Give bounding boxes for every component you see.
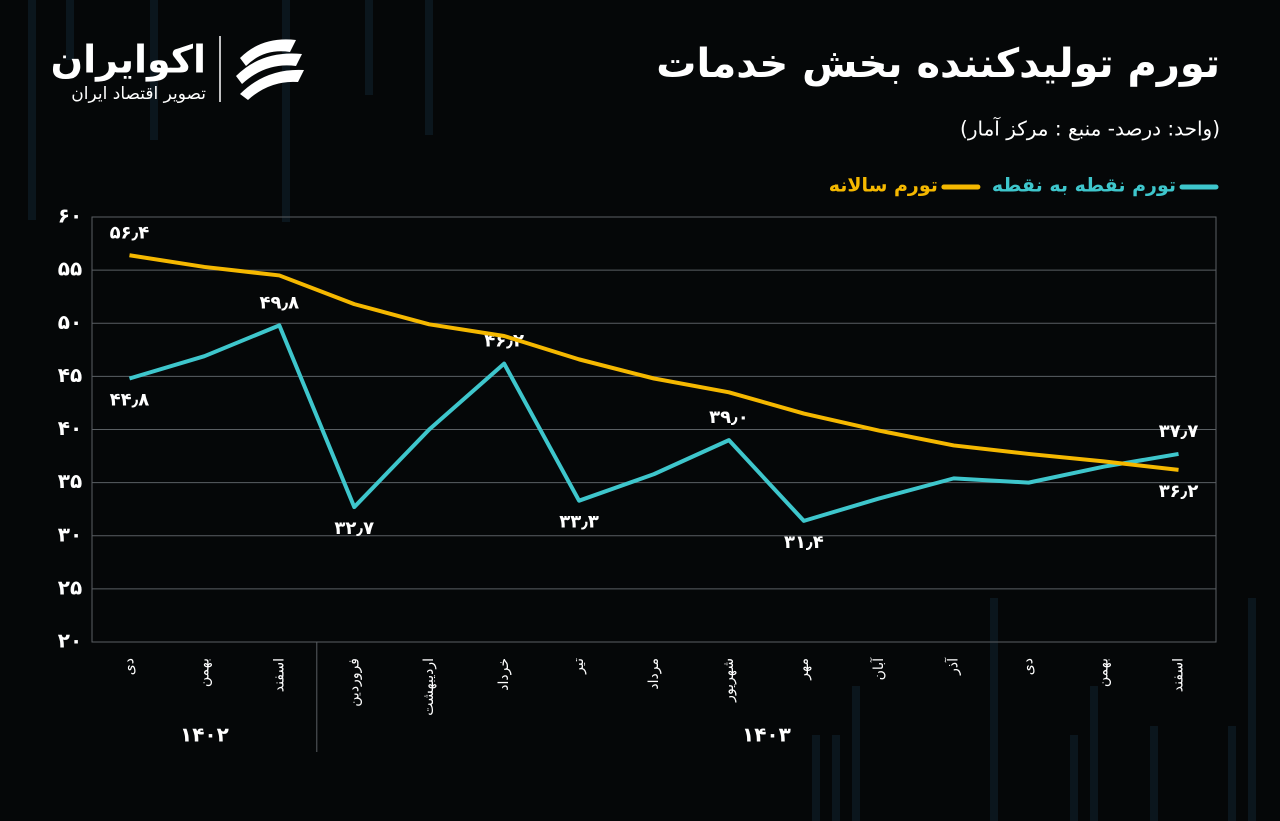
x-tick-label: مرداد <box>646 658 662 690</box>
data-label: ۳۶٫۲ <box>1159 481 1199 502</box>
x-tick-label: آبان <box>870 657 887 680</box>
data-label: ۴۴٫۸ <box>110 390 150 411</box>
x-tick-label: فروردین <box>346 658 362 707</box>
data-label: ۳۳٫۳ <box>559 512 599 533</box>
x-tick-label: تیر <box>571 658 587 675</box>
data-label: ۳۱٫۴ <box>784 532 824 553</box>
chart-title: تورم تولیدکننده بخش خدمات <box>656 41 1220 87</box>
data-label: ۳۹٫۰ <box>709 407 749 428</box>
y-tick-label: ۳۰ <box>58 522 82 546</box>
y-tick-label: ۲۰ <box>58 629 82 653</box>
logo-mark <box>236 39 304 100</box>
data-label: ۳۲٫۷ <box>334 518 374 539</box>
y-tick-label: ۴۰ <box>58 416 82 440</box>
x-tick-label: اسفند <box>271 658 287 692</box>
x-tick-label: خرداد <box>496 658 512 691</box>
x-tick-label: اردیبهشت <box>421 658 437 716</box>
logo: اکوایران تصویر اقتصاد ایران <box>51 36 304 104</box>
data-label: ۵۶٫۴ <box>110 222 150 243</box>
group-label: ۱۴۰۳ <box>742 723 791 747</box>
legend-label: تورم سالانه <box>829 175 938 197</box>
x-tick-label: آذر <box>945 657 962 676</box>
logo-name: اکوایران <box>51 38 206 82</box>
background-decoration <box>28 0 1256 821</box>
data-label: ۳۷٫۷ <box>1159 421 1199 442</box>
y-tick-label: ۶۰ <box>58 204 82 228</box>
y-tick-label: ۵۰ <box>58 310 82 334</box>
x-tick-label: بهمن <box>196 658 212 687</box>
x-tick-label: دی <box>121 658 137 675</box>
y-tick-label: ۴۵ <box>58 363 82 387</box>
y-tick-label: ۵۵ <box>58 257 82 281</box>
series-line <box>129 253 1179 472</box>
series-line <box>128 323 1179 523</box>
legend-label: تورم نقطه به نقطه <box>992 175 1176 197</box>
logo-tagline: تصویر اقتصاد ایران <box>71 84 206 104</box>
data-label: ۴۹٫۸ <box>259 292 299 313</box>
y-tick-label: ۳۵ <box>58 469 82 493</box>
plot-frame <box>91 216 1217 643</box>
x-tick-label: مهر <box>796 658 812 681</box>
group-label: ۱۴۰۲ <box>180 723 229 747</box>
chart-subtitle: (واحد: درصد- منبع : مرکز آمار) <box>960 116 1220 141</box>
x-tick-label: شهریور <box>721 658 737 703</box>
x-tick-label: اسفند <box>1171 658 1187 692</box>
x-tick-label: دی <box>1021 658 1037 675</box>
x-tick-label: بهمن <box>1096 658 1112 687</box>
y-tick-label: ۲۵ <box>58 575 82 599</box>
